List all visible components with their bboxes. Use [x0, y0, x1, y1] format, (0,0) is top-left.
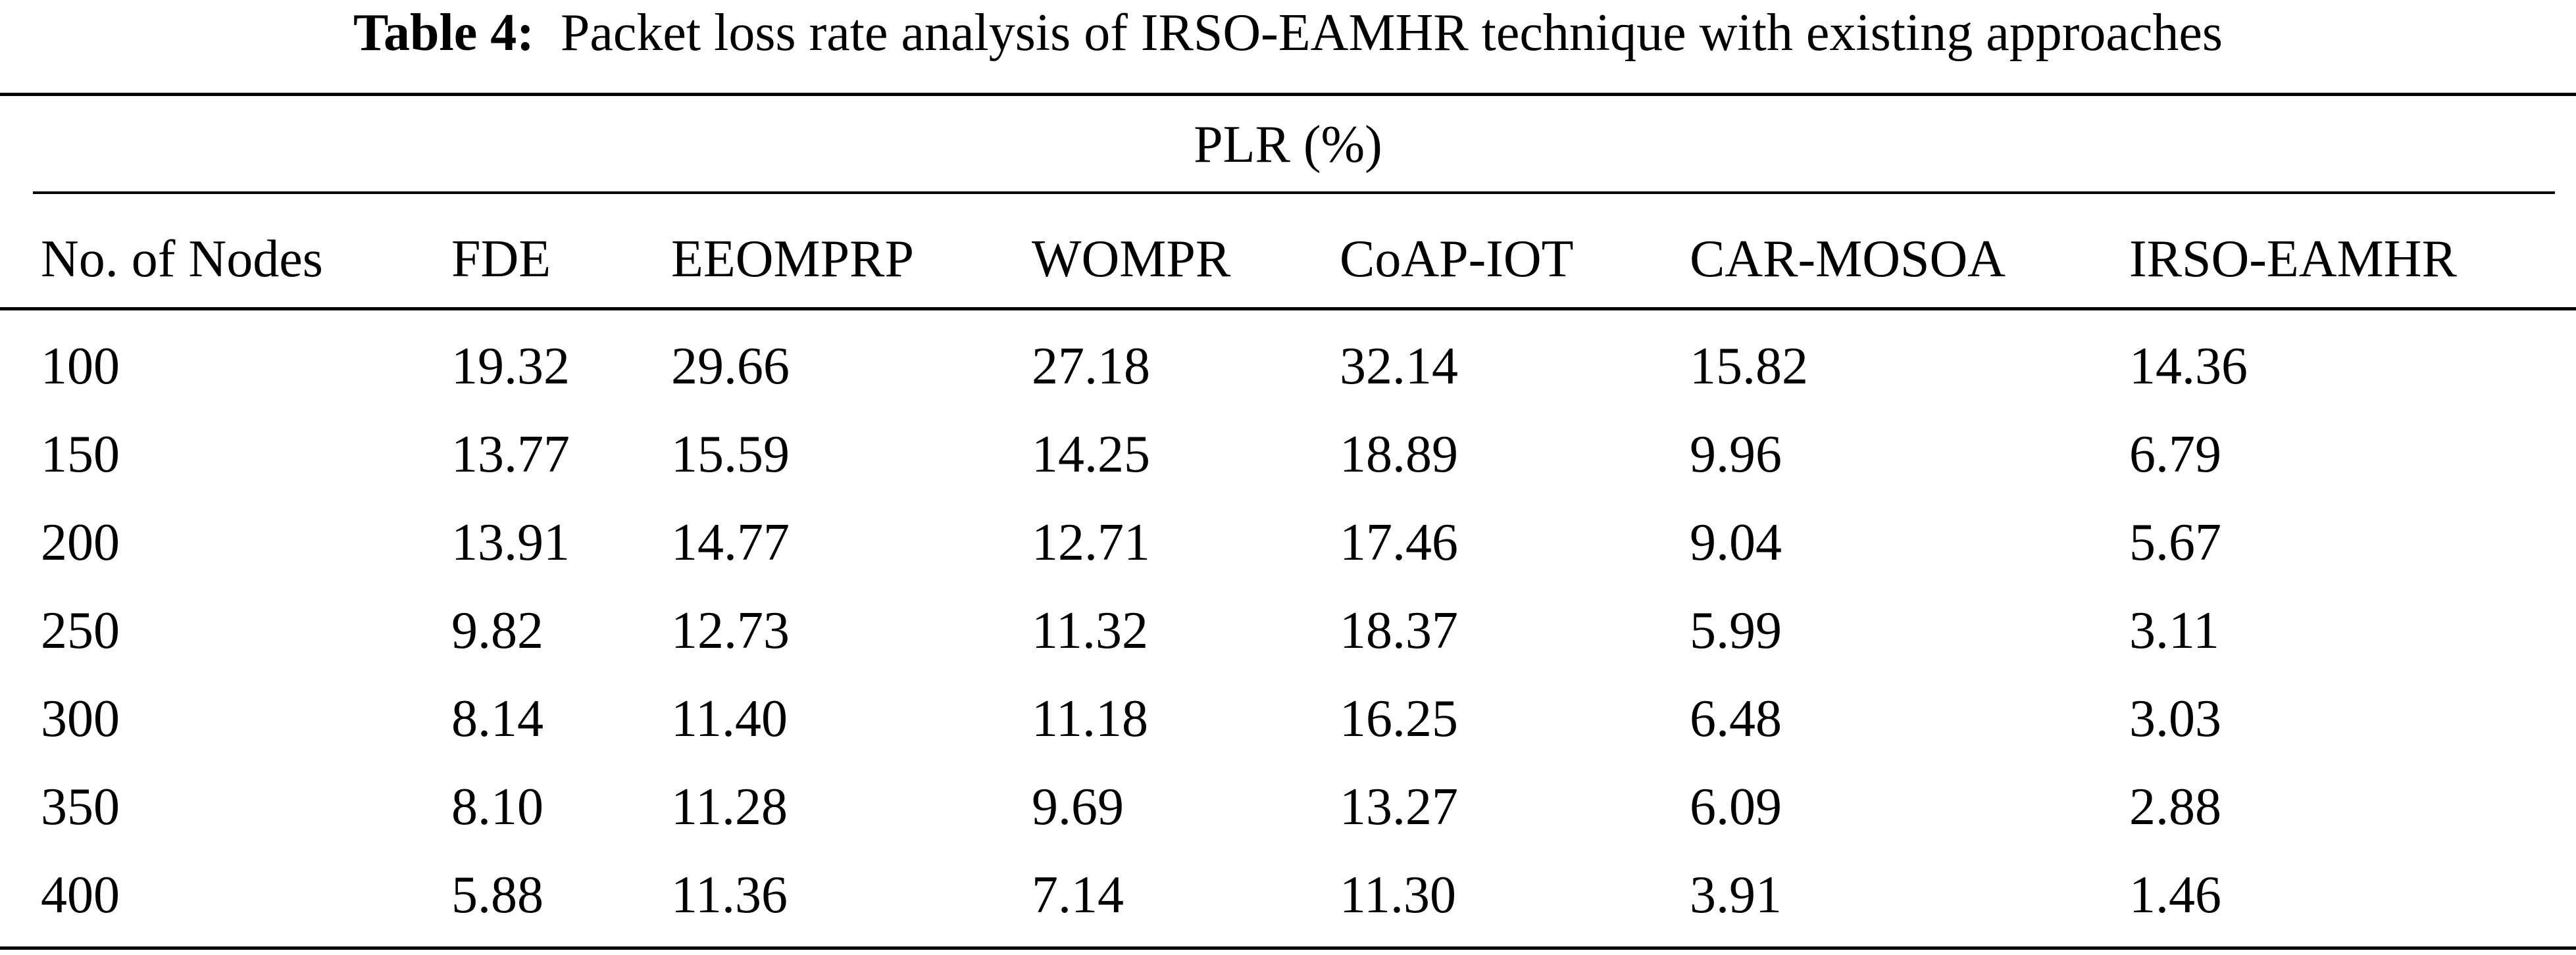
table-cell: 5.88	[451, 866, 543, 924]
table-cell: 6.48	[1690, 690, 1782, 748]
table-cell: 8.10	[451, 778, 543, 836]
table-cell: 6.79	[2129, 426, 2221, 483]
table-cell: 9.69	[1032, 778, 1124, 836]
row-node-count: 300	[41, 690, 120, 748]
table-cell: 2.88	[2129, 778, 2221, 836]
caption-text: Packet loss rate analysis of IRSO-EAMHR …	[560, 4, 2223, 62]
table-cell: 14.77	[671, 514, 790, 572]
column-header: No. of Nodes	[41, 230, 323, 288]
table-cell: 5.67	[2129, 514, 2221, 572]
table-cell: 7.14	[1032, 866, 1124, 924]
row-node-count: 100	[41, 337, 120, 395]
table-cell: 9.82	[451, 602, 543, 660]
table-cell: 17.46	[1340, 514, 1458, 572]
row-node-count: 200	[41, 514, 120, 572]
table-cell: 8.14	[451, 690, 543, 748]
row-node-count: 250	[41, 602, 120, 660]
table-cell: 11.40	[671, 690, 788, 748]
row-node-count: 400	[41, 866, 120, 924]
table-cell: 3.91	[1690, 866, 1782, 924]
table-cell: 27.18	[1032, 337, 1150, 395]
table-cell: 14.36	[2129, 337, 2248, 395]
table-cell: 3.11	[2129, 602, 2220, 660]
table-caption: Table 4: Packet loss rate analysis of IR…	[0, 0, 2576, 72]
column-header: WOMPR	[1032, 230, 1231, 288]
column-header: FDE	[451, 230, 551, 288]
table-cell: 9.04	[1690, 514, 1782, 572]
table-cell: 11.30	[1340, 866, 1457, 924]
table-cell: 29.66	[671, 337, 790, 395]
table-cell: 6.09	[1690, 778, 1782, 836]
table-cell: 19.32	[451, 337, 570, 395]
table-cell: 11.32	[1032, 602, 1149, 660]
row-node-count: 350	[41, 778, 120, 836]
table-cell: 18.37	[1340, 602, 1458, 660]
bottom-rule	[0, 946, 2576, 950]
group-header-rule	[33, 191, 2555, 194]
table-cell: 15.59	[671, 426, 790, 483]
table-cell: 13.77	[451, 426, 570, 483]
table-cell: 14.25	[1032, 426, 1150, 483]
table-cell: 11.36	[671, 866, 788, 924]
table-cell: 1.46	[2129, 866, 2221, 924]
table-cell: 9.96	[1690, 426, 1782, 483]
table-cell: 5.99	[1690, 602, 1782, 660]
column-header: IRSO-EAMHR	[2129, 230, 2457, 288]
top-rule	[0, 93, 2576, 96]
table-cell: 15.82	[1690, 337, 1808, 395]
row-node-count: 150	[41, 426, 120, 483]
table-cell: 32.14	[1340, 337, 1458, 395]
column-header: CAR-MOSOA	[1690, 230, 2006, 288]
table-cell: 11.28	[671, 778, 788, 836]
table-cell: 18.89	[1340, 426, 1458, 483]
group-header-plr: PLR (%)	[1194, 116, 1382, 174]
table-cell: 3.03	[2129, 690, 2221, 748]
caption-label: Table 4:	[353, 4, 534, 62]
table-cell: 12.71	[1032, 514, 1150, 572]
table-cell: 16.25	[1340, 690, 1458, 748]
table-cell: 13.27	[1340, 778, 1458, 836]
column-header: CoAP-IOT	[1340, 230, 1574, 288]
table-cell: 11.18	[1032, 690, 1149, 748]
table-cell: 13.91	[451, 514, 570, 572]
table-cell: 12.73	[671, 602, 790, 660]
header-rule	[0, 307, 2576, 310]
column-header: EEOMPRP	[671, 230, 914, 288]
